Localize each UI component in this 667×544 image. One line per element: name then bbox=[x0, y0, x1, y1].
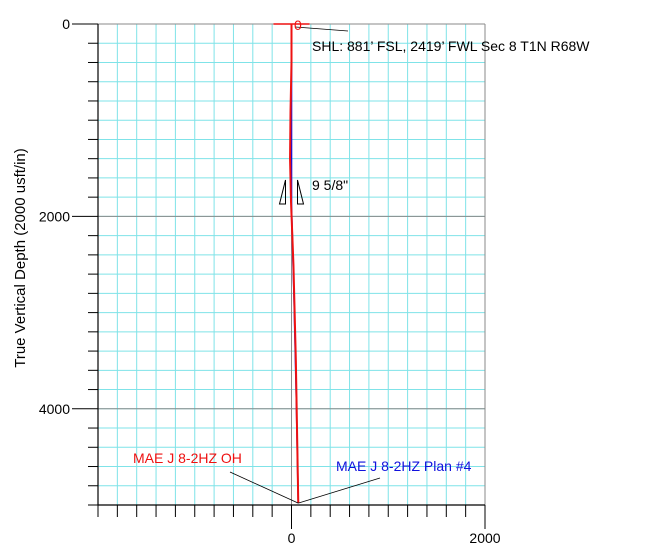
axes: 0 2000 4000 0 2000 bbox=[39, 16, 501, 544]
surface-marker-label: 0 bbox=[294, 17, 302, 33]
shl-leader-line bbox=[295, 26, 349, 32]
plan-label-leader bbox=[298, 477, 381, 504]
oh-label-leader bbox=[229, 471, 299, 504]
casing-annotation: 9 5/8" bbox=[312, 177, 348, 193]
y-axis-title: True Vertical Depth (2000 usft/in) bbox=[12, 148, 29, 368]
legend-label-plan: MAE J 8-2HZ Plan #4 bbox=[336, 458, 472, 474]
y-tick-label: 2000 bbox=[39, 208, 70, 224]
casing-shoe-right bbox=[297, 179, 305, 205]
casing-shoe-left bbox=[278, 179, 286, 205]
series-group bbox=[289, 24, 300, 504]
callouts bbox=[229, 23, 381, 504]
y-tick-label: 0 bbox=[62, 16, 70, 32]
shl-annotation: SHL: 881’ FSL, 2419’ FWL Sec 8 T1N R68W bbox=[312, 38, 590, 54]
legend-label-oh: MAE J 8-2HZ OH bbox=[133, 450, 242, 466]
series-line-oh bbox=[289, 24, 300, 504]
x-tick-label: 0 bbox=[288, 530, 296, 544]
y-tick-label: 4000 bbox=[39, 401, 70, 417]
x-tick-label: 2000 bbox=[469, 530, 500, 544]
